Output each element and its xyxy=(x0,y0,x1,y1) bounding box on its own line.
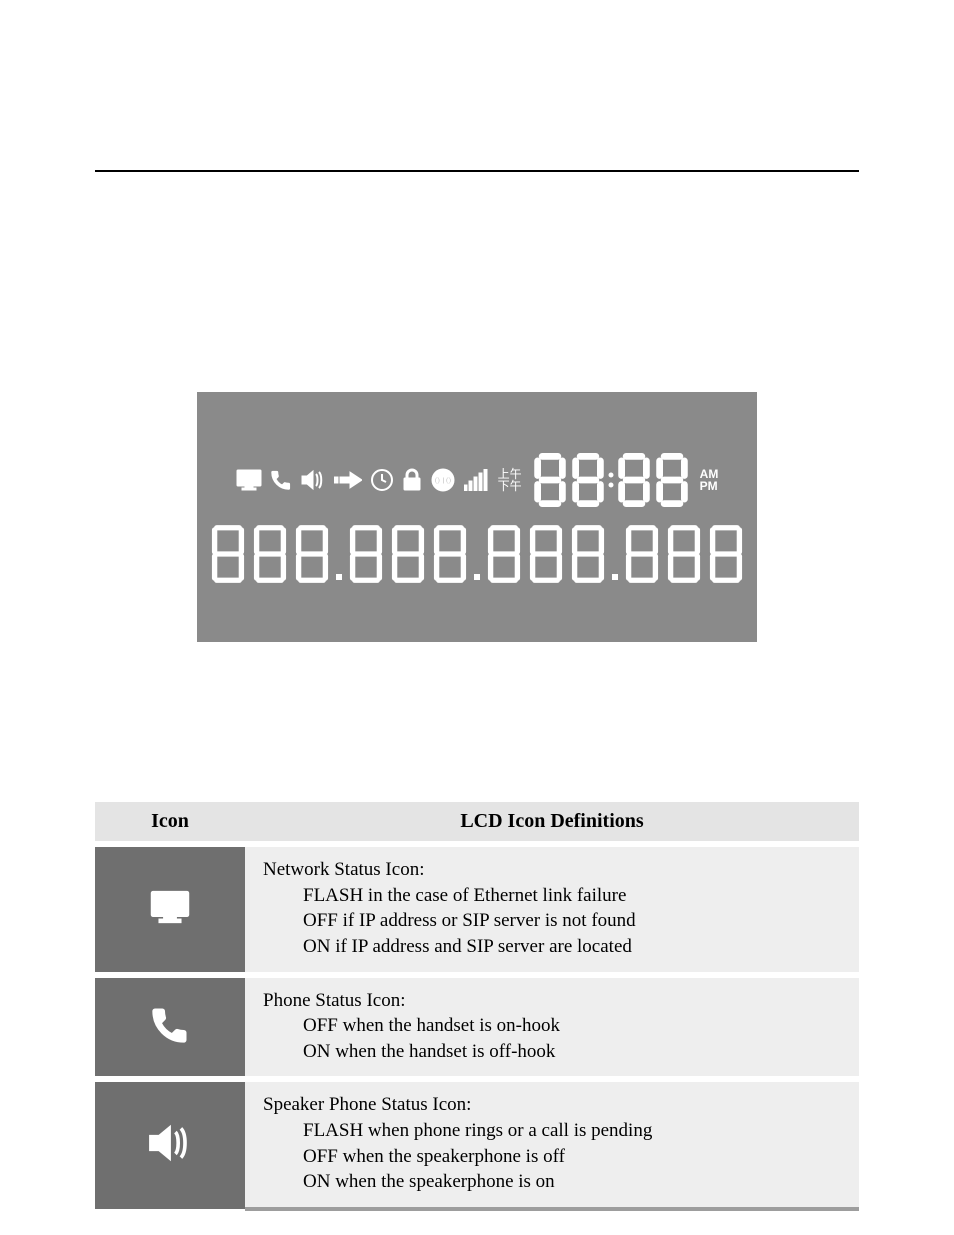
cjk-pm-label: 下午 xyxy=(498,480,522,492)
definition-title: Speaker Phone Status Icon: xyxy=(263,1092,841,1118)
pm-label: PM xyxy=(700,480,719,492)
table-header-icon: Icon xyxy=(95,802,245,844)
definition-line: ON when the speakerphone is on xyxy=(303,1169,841,1195)
seven-segment-digit xyxy=(252,524,288,584)
cjk-ampm-column: 上午 下午 xyxy=(498,468,522,492)
lcd-big-digits-row xyxy=(210,524,744,584)
speaker-icon xyxy=(146,1150,194,1167)
phone-icon xyxy=(150,1032,190,1049)
decimal-dot xyxy=(474,574,480,580)
definition-cell: Speaker Phone Status Icon: FLASH when ph… xyxy=(245,1079,859,1209)
table-header-definitions: LCD Icon Definitions xyxy=(245,802,859,844)
decimal-dot xyxy=(336,574,342,580)
table-row: Network Status Icon: FLASH in the case o… xyxy=(95,844,859,975)
definition-line: FLASH when phone rings or a call is pend… xyxy=(303,1118,841,1144)
top-rule xyxy=(95,170,859,172)
svg-text:010: 010 xyxy=(434,476,451,487)
monitor-icon xyxy=(236,469,262,491)
zero-one-zero-icon: 010 xyxy=(430,468,456,492)
page: 010 上午 下午 xyxy=(0,0,954,1235)
seven-segment-digit xyxy=(210,524,246,584)
icon-cell xyxy=(95,844,245,975)
definition-cell: Network Status Icon: FLASH in the case o… xyxy=(245,844,859,975)
clock-icon xyxy=(370,468,394,492)
seven-segment-digit xyxy=(486,524,522,584)
seven-segment-digit xyxy=(348,524,384,584)
seven-segment-digit xyxy=(532,450,568,510)
definitions-table-wrapper: Icon LCD Icon Definitions Network Status… xyxy=(95,802,859,1211)
seven-segment-digit xyxy=(654,450,690,510)
table-row: Phone Status Icon: OFF when the handset … xyxy=(95,975,859,1080)
definition-line: ON if IP address and SIP server are loca… xyxy=(303,934,841,960)
definition-line: ON when the handset is off-hook xyxy=(303,1039,841,1065)
lcd-icon-definitions-table: Icon LCD Icon Definitions Network Status… xyxy=(95,802,859,1211)
definition-line: OFF when the handset is on-hook xyxy=(303,1013,841,1039)
seven-segment-digit xyxy=(708,524,744,584)
definition-cell: Phone Status Icon: OFF when the handset … xyxy=(245,975,859,1080)
decimal-dot xyxy=(612,574,618,580)
lcd-display-panel: 010 上午 下午 xyxy=(197,392,757,642)
lock-icon xyxy=(402,468,422,492)
lcd-status-icon-row: 010 上午 下午 xyxy=(236,450,719,510)
definition-line: OFF if IP address or SIP server is not f… xyxy=(303,908,841,934)
definition-line: FLASH in the case of Ethernet link failu… xyxy=(303,883,841,909)
seven-segment-digit xyxy=(666,524,702,584)
seven-segment-digit xyxy=(390,524,426,584)
definition-lines: OFF when the handset is on-hookON when t… xyxy=(263,1013,841,1064)
seven-segment-digit xyxy=(570,450,606,510)
colon-icon xyxy=(608,467,614,493)
definition-lines: FLASH in the case of Ethernet link failu… xyxy=(263,883,841,960)
ampm-column: AM PM xyxy=(700,468,719,492)
definition-title: Network Status Icon: xyxy=(263,857,841,883)
seven-segment-digit xyxy=(616,450,652,510)
seven-segment-digit xyxy=(624,524,660,584)
definition-line: OFF when the speakerphone is off xyxy=(303,1144,841,1170)
seven-segment-digit xyxy=(294,524,330,584)
table-row: Speaker Phone Status Icon: FLASH when ph… xyxy=(95,1079,859,1209)
forward-icon xyxy=(334,470,362,490)
signal-bars-icon xyxy=(464,469,488,491)
lcd-time xyxy=(532,450,690,510)
seven-segment-digit xyxy=(528,524,564,584)
definition-lines: FLASH when phone rings or a call is pend… xyxy=(263,1118,841,1195)
icon-cell xyxy=(95,1079,245,1209)
speaker-icon xyxy=(300,469,326,491)
phone-icon xyxy=(270,469,292,491)
monitor-icon xyxy=(150,911,190,928)
seven-segment-digit xyxy=(432,524,468,584)
icon-cell xyxy=(95,975,245,1080)
definition-title: Phone Status Icon: xyxy=(263,988,841,1014)
seven-segment-digit xyxy=(570,524,606,584)
